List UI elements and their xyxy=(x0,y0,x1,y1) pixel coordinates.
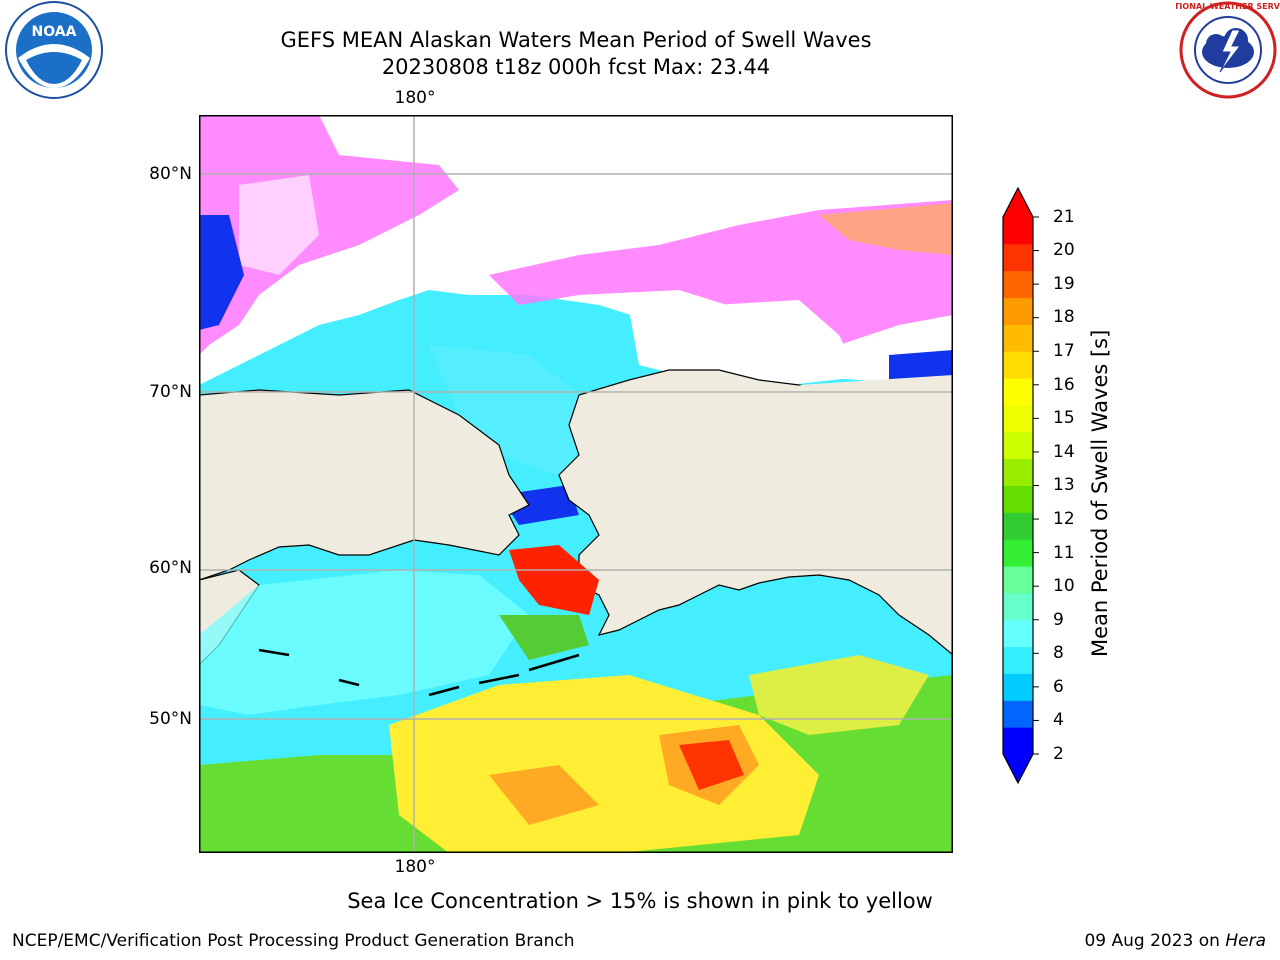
noaa-logo-icon: NOAA xyxy=(5,1,103,99)
colorbar-segment xyxy=(1003,404,1033,433)
lat-label-70: 70°N xyxy=(149,382,192,402)
blue-zone-west xyxy=(199,215,244,330)
chart-title: GEFS MEAN Alaskan Waters Mean Period of … xyxy=(280,28,872,52)
colorbar-segment xyxy=(1003,566,1033,594)
colorbar-max-extension xyxy=(1003,188,1033,217)
colorbar-segment xyxy=(1003,673,1033,701)
lat-label-80: 80°N xyxy=(149,164,192,184)
colorbar-tick-17: 17 xyxy=(1053,341,1075,361)
map-border xyxy=(199,115,953,853)
land-canada xyxy=(799,375,953,415)
lon-label-top: 180° xyxy=(394,88,436,108)
swell-max-red-pacific xyxy=(679,740,744,790)
colorbar-segment xyxy=(1003,217,1033,245)
colorbar-tick-20: 20 xyxy=(1053,240,1075,260)
sea-ice-footnote: Sea Ice Concentration > 15% is shown in … xyxy=(347,889,933,913)
colorbar-tick-12: 12 xyxy=(1053,509,1075,529)
graticule xyxy=(199,115,953,853)
cyan-shelf-chukchi xyxy=(429,345,599,475)
colorbar-label: Mean Period of Swell Waves [s] xyxy=(1088,329,1112,657)
colorbar-tick-8: 8 xyxy=(1053,643,1064,663)
nws-logo-text: NATIONAL WEATHER SERVICE xyxy=(1176,2,1280,11)
colorbar-segment xyxy=(1003,458,1033,486)
colorbar-tick-13: 13 xyxy=(1053,475,1075,495)
colorbar-min-extension xyxy=(1003,754,1033,783)
colorbar-tick-10: 10 xyxy=(1053,576,1075,596)
organization-credit: NCEP/EMC/Verification Post Processing Pr… xyxy=(12,931,575,951)
chart-subtitle: 20230808 t18z 000h fcst Max: 23.44 xyxy=(381,55,771,79)
colorbar-tick-15: 15 xyxy=(1053,408,1075,428)
lat-label-60: 60°N xyxy=(149,558,192,578)
colorbar-segment xyxy=(1003,431,1033,460)
colorbar-segment xyxy=(1003,324,1033,352)
colorbar-segment xyxy=(1003,485,1033,513)
colorbar xyxy=(1002,186,1039,785)
colorbar-tick-9: 9 xyxy=(1053,610,1064,630)
sea-ice-pink-west xyxy=(199,115,459,355)
machine-name: Hera xyxy=(1225,931,1266,951)
bering-cyan-light xyxy=(199,570,529,715)
colorbar-segment xyxy=(1003,243,1033,272)
sea-ice-orange-east xyxy=(819,203,953,255)
colorbar-tick-14: 14 xyxy=(1053,442,1075,462)
lat-label-50: 50°N xyxy=(149,709,192,729)
gulf-alaska-yellow xyxy=(749,655,929,735)
colorbar-tick-6: 6 xyxy=(1053,677,1064,697)
sea-ice-light-west xyxy=(239,175,319,275)
colorbar-tick-16: 16 xyxy=(1053,375,1075,395)
colorbar-segment xyxy=(1003,646,1033,674)
colorbar-tick-19: 19 xyxy=(1053,274,1075,294)
noaa-logo-text: NOAA xyxy=(32,24,77,40)
map-panel xyxy=(199,115,953,853)
colorbar-segment xyxy=(1003,592,1033,621)
colorbar-segment xyxy=(1003,512,1033,540)
swell-max-red-bristol xyxy=(509,545,599,615)
nws-logo-icon: NATIONAL WEATHER SERVICE xyxy=(1176,1,1280,99)
run-date: 09 Aug 2023 on Hera xyxy=(1084,931,1266,951)
ice-edge-white-chukchi xyxy=(629,300,859,385)
sea-ice-pink-east xyxy=(489,200,953,345)
bristol-green xyxy=(499,615,589,660)
aleutian-islands xyxy=(258,648,580,697)
colorbar-segment xyxy=(1003,297,1033,325)
colorbar-tick-2: 2 xyxy=(1053,744,1064,764)
colorbar-segment xyxy=(1003,727,1033,755)
colorbar-segment xyxy=(1003,351,1033,379)
colorbar-segment xyxy=(1003,378,1033,406)
run-date-text: 09 Aug 2023 on xyxy=(1084,931,1226,951)
land-siberia xyxy=(199,389,530,581)
colorbar-tick-21: 21 xyxy=(1053,207,1075,227)
colorbar-segment xyxy=(1003,270,1033,299)
colorbar-tick-11: 11 xyxy=(1053,543,1075,563)
pacific-orange-zone xyxy=(489,765,599,825)
colorbar-segment xyxy=(1003,619,1033,648)
colorbar-tick-18: 18 xyxy=(1053,307,1075,327)
lon-label-bottom: 180° xyxy=(394,857,436,877)
colorbar-tick-4: 4 xyxy=(1053,710,1064,730)
colorbar-segment xyxy=(1003,700,1033,728)
colorbar-segment xyxy=(1003,539,1033,567)
